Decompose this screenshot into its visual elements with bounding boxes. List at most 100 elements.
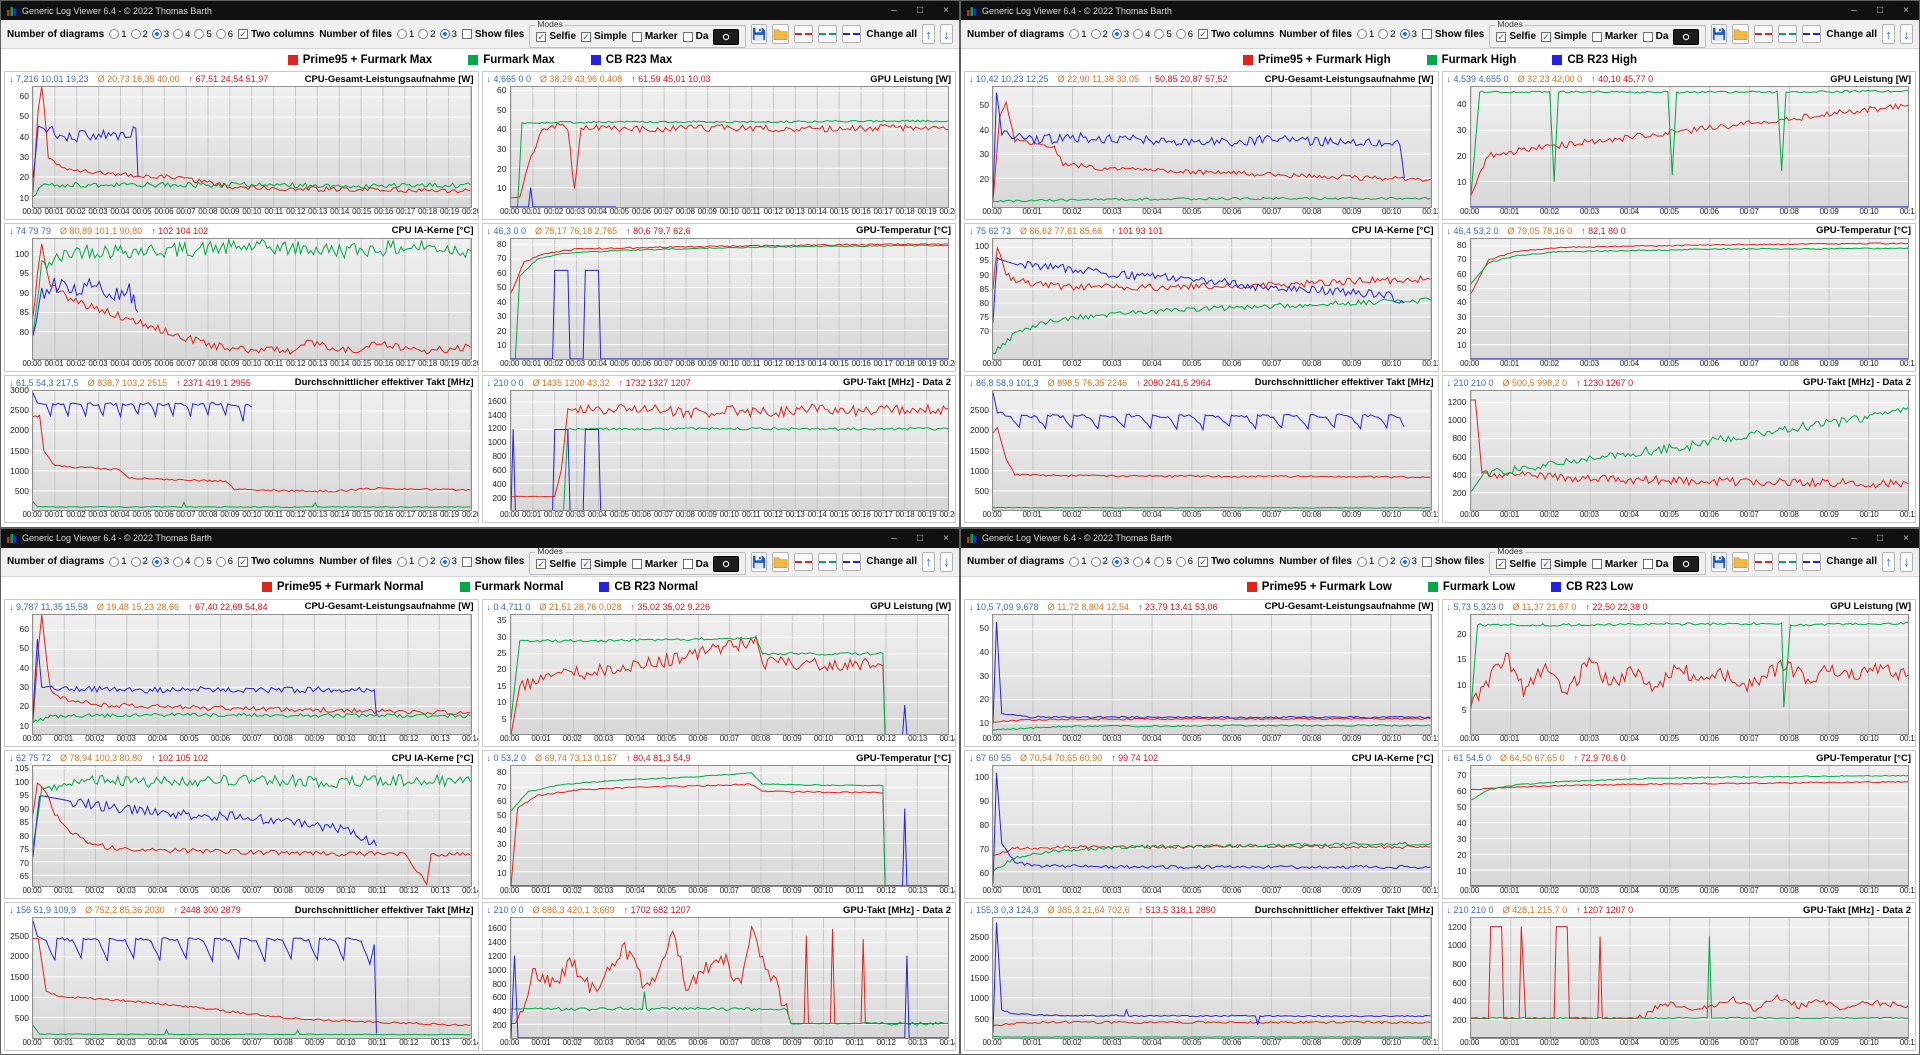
marker-checkbox[interactable]: Marker — [1591, 559, 1638, 570]
folder-button[interactable] — [772, 551, 790, 572]
plot-area[interactable] — [509, 765, 949, 888]
line-style-green-button[interactable] — [818, 25, 838, 43]
plot-area[interactable] — [509, 917, 949, 1039]
radio-option-6[interactable]: 6 — [1175, 556, 1193, 567]
line-style-red-button[interactable] — [794, 25, 814, 43]
radio-option-1[interactable]: 1 — [396, 29, 414, 40]
close-button[interactable]: × — [943, 532, 949, 544]
simple-checkbox[interactable]: Simple — [1541, 31, 1587, 42]
simple-checkbox[interactable]: Simple — [581, 559, 627, 570]
plot-area[interactable] — [1469, 389, 1909, 512]
marker-checkbox[interactable]: Marker — [631, 31, 678, 42]
plot-area[interactable] — [992, 86, 1432, 208]
folder-button[interactable] — [1732, 24, 1750, 44]
window-titlebar[interactable]: Generic Log Viewer 6.4 - © 2022 Thomas B… — [1, 528, 959, 548]
line-style-blue-button[interactable] — [1802, 552, 1822, 571]
plot-area[interactable] — [992, 917, 1432, 1039]
plot-area[interactable] — [32, 389, 472, 512]
radio-option-3[interactable]: 3 — [439, 29, 457, 40]
window-titlebar[interactable]: Generic Log Viewer 6.4 - © 2022 Thomas B… — [961, 1, 1919, 20]
radio-option-3[interactable]: 3 — [1399, 29, 1417, 40]
folder-button[interactable] — [772, 24, 790, 44]
dark-checkbox[interactable]: Da — [682, 559, 708, 570]
minimize-button[interactable]: – — [891, 532, 897, 544]
radio-option-2[interactable]: 2 — [1090, 556, 1108, 567]
radio-option-2[interactable]: 2 — [418, 29, 436, 40]
radio-option-2[interactable]: 2 — [1378, 29, 1396, 40]
plot-area[interactable] — [32, 917, 472, 1039]
plot-area[interactable] — [992, 237, 1432, 360]
radio-option-1[interactable]: 1 — [109, 29, 127, 40]
plot-area[interactable] — [509, 613, 949, 736]
radio-option-5[interactable]: 5 — [1154, 556, 1172, 567]
move-down-button[interactable]: ↓ — [940, 551, 953, 572]
radio-option-6[interactable]: 6 — [215, 29, 233, 40]
plot-area[interactable] — [32, 613, 472, 736]
radio-option-1[interactable]: 1 — [1069, 29, 1087, 40]
radio-option-1[interactable]: 1 — [396, 556, 414, 567]
selfie-checkbox[interactable]: Selfie — [536, 31, 576, 42]
move-up-button[interactable]: ↑ — [1882, 24, 1895, 44]
radio-option-3[interactable]: 3 — [151, 29, 169, 40]
two-columns-checkbox[interactable]: Two columns — [238, 29, 314, 40]
dark-checkbox[interactable]: Da — [1642, 31, 1668, 42]
plot-area[interactable] — [509, 86, 949, 208]
radio-option-1[interactable]: 1 — [109, 556, 127, 567]
minimize-button[interactable]: – — [1851, 532, 1857, 544]
maximize-button[interactable]: □ — [1876, 5, 1884, 16]
line-style-blue-button[interactable] — [842, 25, 862, 43]
plot-area[interactable] — [992, 389, 1432, 512]
radio-option-3[interactable]: 3 — [439, 556, 457, 567]
plot-area[interactable] — [1469, 237, 1909, 360]
camera-button[interactable] — [1673, 28, 1700, 45]
radio-option-3[interactable]: 3 — [1111, 556, 1129, 567]
marker-checkbox[interactable]: Marker — [1591, 31, 1638, 42]
radio-option-6[interactable]: 6 — [1175, 29, 1193, 40]
radio-option-2[interactable]: 2 — [130, 556, 148, 567]
save-button[interactable] — [751, 551, 768, 572]
plot-area[interactable] — [32, 237, 472, 360]
plot-area[interactable] — [32, 765, 472, 888]
simple-checkbox[interactable]: Simple — [1541, 559, 1587, 570]
move-up-button[interactable]: ↑ — [1882, 551, 1895, 572]
simple-checkbox[interactable]: Simple — [581, 31, 627, 42]
line-style-red-button[interactable] — [794, 552, 814, 571]
two-columns-checkbox[interactable]: Two columns — [1198, 29, 1274, 40]
dark-checkbox[interactable]: Da — [1642, 559, 1668, 570]
radio-option-2[interactable]: 2 — [418, 556, 436, 567]
radio-option-5[interactable]: 5 — [194, 556, 212, 567]
line-style-green-button[interactable] — [1778, 25, 1798, 43]
plot-area[interactable] — [1469, 613, 1909, 736]
radio-option-4[interactable]: 4 — [1133, 29, 1150, 40]
move-up-button[interactable]: ↑ — [922, 24, 935, 44]
close-button[interactable]: × — [1903, 532, 1909, 544]
plot-area[interactable] — [509, 237, 949, 360]
radio-option-6[interactable]: 6 — [215, 556, 233, 567]
plot-area[interactable] — [1469, 765, 1909, 888]
line-style-blue-button[interactable] — [842, 552, 862, 571]
plot-area[interactable] — [992, 613, 1432, 736]
folder-button[interactable] — [1732, 551, 1750, 572]
radio-option-2[interactable]: 2 — [1090, 29, 1108, 40]
maximize-button[interactable]: □ — [916, 532, 924, 544]
move-up-button[interactable]: ↑ — [922, 551, 935, 572]
show-files-checkbox[interactable]: Show files — [1421, 29, 1484, 40]
radio-option-3[interactable]: 3 — [1111, 29, 1129, 40]
two-columns-checkbox[interactable]: Two columns — [238, 556, 314, 567]
line-style-red-button[interactable] — [1754, 25, 1774, 43]
radio-option-1[interactable]: 1 — [1356, 556, 1374, 567]
camera-button[interactable] — [713, 28, 740, 45]
save-button[interactable] — [1711, 551, 1728, 572]
marker-checkbox[interactable]: Marker — [631, 559, 678, 570]
show-files-checkbox[interactable]: Show files — [461, 29, 524, 40]
plot-area[interactable] — [1469, 86, 1909, 208]
minimize-button[interactable]: – — [1851, 5, 1857, 16]
move-down-button[interactable]: ↓ — [1900, 24, 1913, 44]
line-style-green-button[interactable] — [818, 552, 838, 571]
radio-option-4[interactable]: 4 — [173, 29, 190, 40]
plot-area[interactable] — [32, 86, 472, 208]
minimize-button[interactable]: – — [891, 5, 897, 16]
selfie-checkbox[interactable]: Selfie — [1496, 559, 1536, 570]
radio-option-3[interactable]: 3 — [151, 556, 169, 567]
save-button[interactable] — [1711, 24, 1728, 44]
